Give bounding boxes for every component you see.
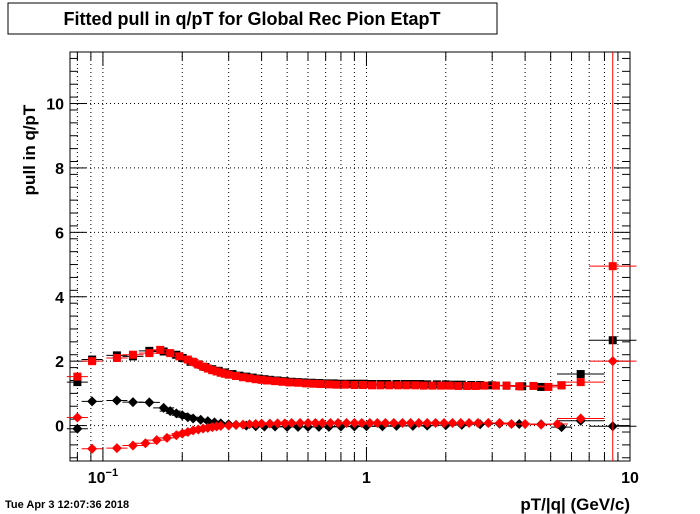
grid-lines: [70, 52, 630, 461]
square-point: [112, 353, 121, 362]
diamond-point: [87, 396, 98, 407]
square-point: [166, 349, 175, 358]
diamond-point: [520, 418, 531, 429]
square-point: [576, 378, 585, 387]
square-point: [294, 378, 303, 387]
y-tick-label: 2: [55, 354, 64, 371]
square-point: [194, 360, 203, 369]
chart-title: Fitted pull in q/pT for Global Rec Pion …: [64, 9, 441, 29]
diamond-point: [140, 438, 151, 449]
diamond-point: [72, 423, 83, 434]
square-point: [278, 377, 287, 386]
y-tick-label: 4: [55, 290, 64, 307]
square-point: [557, 381, 566, 390]
square-point: [232, 371, 241, 380]
square-point: [128, 350, 137, 359]
square-point: [257, 375, 266, 384]
square-point: [208, 366, 217, 375]
timestamp: Tue Apr 3 12:07:36 2018: [5, 499, 129, 511]
diamond-point: [161, 432, 172, 443]
diamond-point: [506, 418, 517, 429]
square-point: [263, 376, 272, 385]
square-point: [515, 382, 524, 391]
diamond-point: [87, 443, 98, 454]
square-point: [156, 345, 165, 354]
square-point: [145, 349, 154, 358]
square-point: [216, 368, 225, 377]
square-point: [576, 370, 585, 379]
diamond-point: [127, 397, 138, 408]
title-box: [7, 2, 498, 35]
square-point: [271, 377, 280, 386]
square-point: [73, 372, 82, 381]
diamond-point: [483, 417, 494, 428]
data-points: [66, 52, 637, 461]
square-point: [224, 370, 233, 379]
square-point: [203, 364, 212, 373]
y-tick-label: 8: [55, 161, 64, 178]
axis-ticks: [70, 52, 630, 461]
plot-frame: [69, 51, 631, 462]
square-point: [238, 373, 247, 382]
diamond-point: [72, 412, 83, 423]
diamond-point: [111, 443, 122, 454]
x-tick-label: 10−1: [88, 467, 118, 487]
diamond-point: [223, 420, 234, 431]
diamond-point: [552, 418, 563, 429]
square-point: [88, 357, 97, 366]
square-point: [251, 375, 260, 384]
square-point: [544, 382, 553, 391]
square-point: [183, 355, 192, 364]
diamond-point: [144, 397, 155, 408]
square-point: [476, 380, 485, 389]
diamond-point: [188, 413, 199, 424]
diamond-point: [111, 395, 122, 406]
square-point: [189, 357, 198, 366]
square-point: [245, 374, 254, 383]
y-axis-title: pull in q/pT: [20, 104, 39, 195]
y-tick-label: 0: [55, 419, 64, 436]
square-point: [175, 352, 184, 361]
square-point: [212, 367, 221, 376]
diamond-point: [127, 440, 138, 451]
x-tick-label: 10: [621, 470, 639, 487]
diamond-point: [494, 417, 505, 428]
square-point: [502, 381, 511, 390]
square-point: [199, 362, 208, 371]
square-point: [491, 381, 500, 390]
diamond-point: [536, 419, 547, 430]
diamond-point: [575, 413, 586, 424]
square-point: [529, 381, 538, 390]
diamond-point: [195, 414, 206, 425]
y-tick-label: 6: [55, 225, 64, 242]
y-tick-label: 10: [46, 97, 64, 114]
square-point: [73, 378, 82, 387]
x-axis-title: pT/|q| (GeV/c): [520, 495, 630, 514]
square-point: [480, 381, 489, 390]
x-tick-label: 1: [362, 470, 371, 487]
